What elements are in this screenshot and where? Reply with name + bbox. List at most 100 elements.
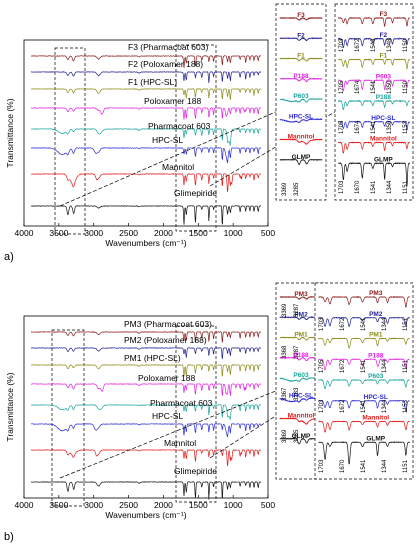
peak-label: 1541 bbox=[361, 359, 367, 373]
inset-series-label: HPC-SL bbox=[364, 394, 388, 401]
inset-spectrum-line bbox=[279, 376, 323, 383]
x-tick-label: 2500 bbox=[119, 228, 138, 238]
inset-spectrum-line bbox=[337, 161, 411, 188]
y-axis-label: Transmittance (%) bbox=[5, 372, 15, 441]
peak-label: 1151 bbox=[403, 317, 409, 331]
x-tick-label: 1000 bbox=[224, 228, 243, 238]
x-axis-label: Wavenumbers (cm⁻¹) bbox=[105, 238, 186, 248]
inset-spectrum-line bbox=[279, 36, 323, 42]
inset-spectrum-line bbox=[318, 316, 410, 327]
peak-label: 1670 bbox=[355, 180, 361, 194]
inset-series-label: PM1 bbox=[294, 332, 308, 339]
inset-spectrum-line bbox=[337, 99, 411, 111]
x-axis-label: Wavenumbers (cm⁻¹) bbox=[105, 510, 186, 520]
x-tick-label: 1500 bbox=[189, 228, 208, 238]
inset-series-label: F1 bbox=[380, 53, 388, 60]
peak-label: 1150 bbox=[403, 38, 409, 52]
series-label: F2 (Poloxamer 188) bbox=[128, 59, 203, 69]
peak-label: 1705 bbox=[339, 120, 345, 134]
series-label: F1 (HPC-SL) bbox=[128, 77, 177, 87]
inset-series-label: F2 bbox=[380, 32, 388, 39]
series-label: Mannitol bbox=[162, 162, 194, 172]
peak-label: 1674 bbox=[355, 80, 361, 94]
inset-connector bbox=[59, 111, 277, 207]
spectrum-line bbox=[30, 481, 262, 500]
peak-label: 3369 bbox=[282, 429, 288, 443]
peak-label: 1672 bbox=[340, 399, 346, 413]
inset-series-label: F3 bbox=[380, 11, 388, 18]
peak-label: 3283 bbox=[294, 387, 300, 401]
inset-nh: F3 F2 F1 P188 P603 HPC-SL Mannitol GLMP 3369 3285 bbox=[275, 3, 327, 201]
panel-label: a) bbox=[4, 251, 14, 263]
inset-series-label: HPC-SL bbox=[371, 115, 395, 122]
series-label: PM3 (Pharmacoat 603) bbox=[124, 319, 212, 329]
inset-spectrum-line bbox=[337, 16, 410, 28]
peak-label: 3369 bbox=[282, 303, 288, 317]
peak-label: 1674 bbox=[355, 120, 361, 134]
series-label: PM2 (Poloxamer 188) bbox=[124, 335, 207, 345]
peak-label: 1344 bbox=[382, 459, 388, 473]
series-label: HPC-SL bbox=[152, 411, 183, 421]
peak-label: 1672 bbox=[355, 38, 361, 52]
inset-series-label: PM3 bbox=[294, 291, 308, 298]
region-box bbox=[54, 47, 86, 235]
spectrum-line bbox=[30, 71, 262, 83]
series-label: Glimepiride bbox=[174, 466, 217, 476]
panel-label: b) bbox=[4, 531, 14, 543]
spectrum-line bbox=[31, 173, 262, 192]
peak-label: 1151 bbox=[403, 180, 409, 194]
peak-label: 1672 bbox=[340, 317, 346, 331]
inset-series-label: GLMP bbox=[374, 156, 393, 163]
peak-label: 1150 bbox=[403, 80, 409, 94]
spectrum-line bbox=[31, 383, 262, 396]
series-label: Pharmacoat 603 bbox=[150, 398, 213, 408]
inset-spectrum-line bbox=[318, 399, 410, 412]
spectrum-line bbox=[30, 88, 262, 100]
peak-label: 1705 bbox=[319, 359, 325, 373]
peak-label: 1344 bbox=[382, 399, 388, 413]
inset-spectrum-line bbox=[318, 378, 410, 390]
inset-spectrum-line bbox=[337, 120, 411, 132]
inset-series-label: P188 bbox=[376, 94, 392, 101]
inset-series-label: GLMP bbox=[292, 433, 311, 440]
series-label: Glimepiride bbox=[174, 188, 217, 198]
spectrum-line bbox=[30, 347, 262, 360]
inset-series-label: HPC-SL bbox=[289, 392, 313, 399]
inset-spectrum-line bbox=[279, 138, 323, 145]
inset-series-label: P188 bbox=[293, 352, 309, 359]
x-tick-label: 4000 bbox=[15, 228, 34, 238]
inset-spectrum-line bbox=[337, 37, 411, 49]
inset-series-label: F2 bbox=[297, 32, 305, 39]
peak-label: 1151 bbox=[403, 359, 409, 373]
inset-spectrum-line bbox=[318, 441, 410, 465]
peak-label: 1541 bbox=[371, 180, 377, 194]
spectrum-line bbox=[30, 404, 262, 421]
inset-spectrum-line bbox=[279, 57, 323, 62]
x-tick-label: 500 bbox=[261, 228, 275, 238]
peak-label: 1703 bbox=[339, 38, 345, 52]
peak-label: 1541 bbox=[361, 459, 367, 473]
panel-b: 4000 3500 3000 2500 2000 1500 1000 500 Wavenumbe… bbox=[4, 282, 414, 543]
inset-spectrum-line bbox=[338, 78, 411, 92]
inset-spectrum-line bbox=[318, 420, 410, 433]
inset-spectrum-line bbox=[279, 296, 323, 300]
inset-series-label: P188 bbox=[293, 73, 309, 80]
series-label: Pharmacoat 603 bbox=[148, 121, 211, 131]
peak-label: 3285 bbox=[294, 429, 300, 443]
x-tick-label: 4000 bbox=[15, 500, 34, 510]
inset-series-label: PM2 bbox=[294, 311, 308, 318]
inset-series-label: Mannitol bbox=[370, 136, 397, 143]
spectrum-line bbox=[31, 128, 262, 147]
spectrum-line bbox=[30, 55, 261, 68]
series-label: Poloxamer 188 bbox=[138, 373, 195, 383]
x-tick-label: 500 bbox=[261, 500, 275, 510]
x-tick-label: 3000 bbox=[84, 228, 103, 238]
inset-series-label: Mannitol bbox=[288, 134, 315, 141]
inset-spectrum-line bbox=[337, 58, 411, 70]
inset-series-label: GLMP bbox=[366, 435, 385, 442]
peak-label: 1672 bbox=[340, 359, 346, 373]
peak-label: 1344 bbox=[387, 180, 393, 194]
peak-label: 3367 bbox=[282, 387, 288, 401]
peak-label: 1350 bbox=[387, 120, 393, 134]
